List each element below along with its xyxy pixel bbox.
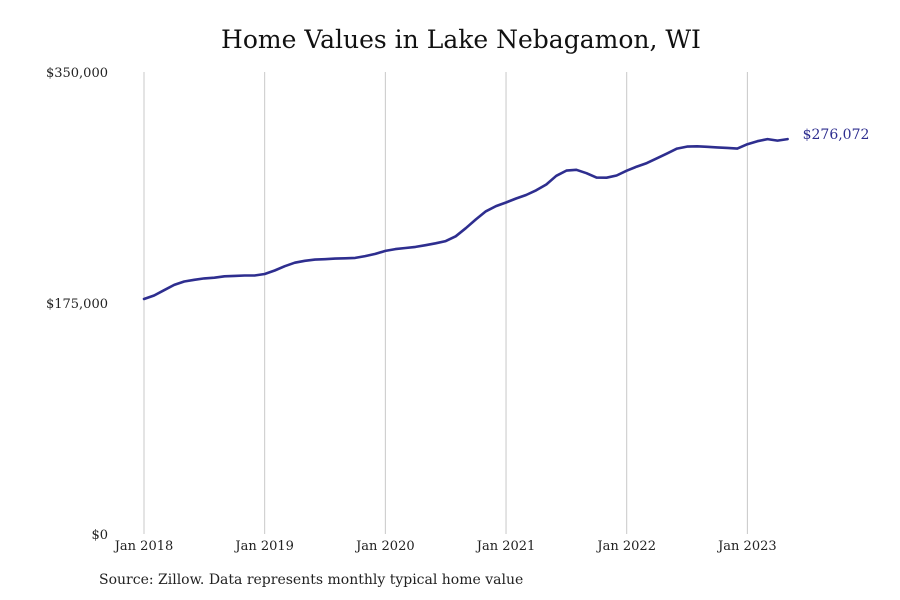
chart-title: Home Values in Lake Nebagamon, WI — [221, 25, 701, 54]
end-value-label: $276,072 — [803, 127, 870, 143]
axis-labels: Jan 2018 Jan 2019 Jan 2020 Jan 2021 Jan 2022… — [46, 66, 777, 554]
y-tick-label: $175,000 — [46, 297, 108, 312]
gridlines — [143, 72, 748, 534]
x-tick-label: Jan 2019 — [233, 539, 294, 554]
x-tick-label: Jan 2021 — [475, 539, 536, 554]
x-tick-label: Jan 2018 — [113, 539, 174, 554]
series-line — [142, 137, 789, 301]
y-tick-label: $350,000 — [46, 66, 108, 81]
y-tick-label: $0 — [91, 528, 108, 543]
x-tick-label: Jan 2020 — [354, 539, 415, 554]
series-layer: $276,072 — [142, 127, 870, 301]
x-tick-label: Jan 2023 — [716, 539, 777, 554]
x-tick-label: Jan 2022 — [595, 539, 656, 554]
source-note: Source: Zillow. Data represents monthly … — [99, 572, 524, 588]
